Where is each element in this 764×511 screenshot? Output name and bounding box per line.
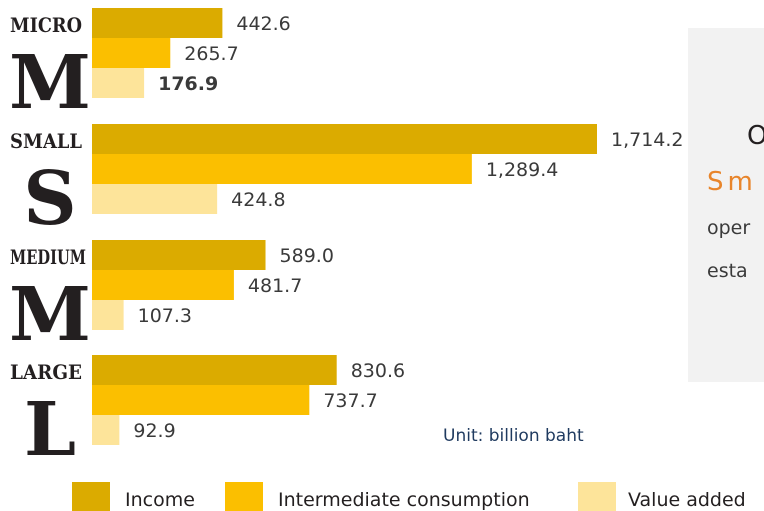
bar-medium-income: [92, 240, 266, 270]
legend-label: Value added: [628, 489, 746, 511]
category-name: MEDIUM: [10, 245, 86, 269]
legend: Income Intermediate consumption Value adde…: [72, 482, 746, 511]
value-label: 589.0: [280, 245, 334, 267]
value-label: 107.3: [138, 305, 192, 327]
category-name: MICRO: [10, 13, 82, 37]
bars: 442.6 265.7 176.9 1,714.2 1,289.4 424.8 589.0 4…: [92, 8, 684, 445]
value-label: 424.8: [231, 189, 285, 211]
category-name: SMALL: [10, 129, 82, 153]
category-letter: L: [24, 387, 76, 473]
value-label: 737.7: [323, 390, 377, 412]
legend-swatch: [225, 482, 263, 511]
value-label: 92.9: [133, 420, 175, 442]
bar-small-intermediate-consumption: [92, 154, 472, 184]
bar-medium-value-added: [92, 300, 124, 330]
value-label: 176.9: [158, 73, 218, 95]
bar-large-value-added: [92, 415, 120, 445]
legend-label: Income: [125, 489, 195, 511]
side-panel-line-1: O: [747, 121, 764, 151]
side-panel: [688, 28, 764, 382]
unit-label: Unit: billion baht: [443, 426, 584, 446]
value-label: 1,714.2: [611, 129, 684, 151]
value-label: 830.6: [351, 360, 405, 382]
bar-micro-intermediate-consumption: [92, 38, 171, 68]
bar-micro-income: [92, 8, 223, 38]
value-label: 1,289.4: [486, 159, 559, 181]
category-letter: M: [9, 40, 91, 126]
bar-small-income: [92, 124, 597, 154]
category-name: LARGE: [10, 360, 82, 384]
legend-swatch: [578, 482, 616, 511]
bar-small-value-added: [92, 184, 218, 214]
legend-label: Intermediate consumption: [278, 489, 530, 511]
bar-large-intermediate-consumption: [92, 385, 310, 415]
bar-medium-intermediate-consumption: [92, 270, 234, 300]
side-panel-line-2: Sm: [707, 167, 757, 197]
side-panel-line-4: esta: [707, 260, 748, 282]
bar-micro-value-added: [92, 68, 145, 98]
value-label: 442.6: [236, 13, 290, 35]
side-panel-line-3: oper: [707, 217, 750, 239]
category-letter: S: [23, 156, 76, 242]
legend-swatch: [72, 482, 110, 511]
bar-large-income: [92, 355, 337, 385]
category-letter: M: [9, 272, 91, 358]
value-label: 481.7: [248, 275, 302, 297]
value-label: 265.7: [184, 43, 238, 65]
